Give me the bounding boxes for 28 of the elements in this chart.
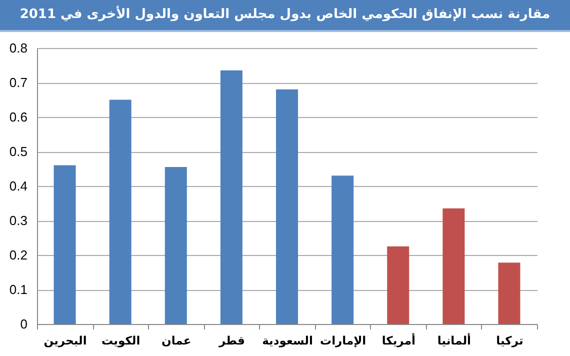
x-tick-label: قطر (218, 334, 245, 348)
x-tick-label: الكويت (102, 334, 140, 348)
y-tick-label: 0 (20, 316, 28, 332)
x-tick-label: ألمانيا (437, 332, 471, 348)
x-tick-label: تركيا (496, 334, 524, 348)
bar (54, 165, 76, 324)
bar (109, 100, 132, 324)
x-tick-label: البحرين (44, 334, 87, 348)
y-tick-label: 0.8 (9, 40, 28, 56)
x-tick-label: عمان (162, 334, 192, 348)
x-tick-label: أمريكا (382, 332, 416, 348)
bar (276, 89, 298, 324)
y-tick-label: 0.1 (9, 282, 28, 297)
y-tick-label: 0.6 (9, 110, 28, 124)
bar (164, 167, 187, 324)
bar (332, 176, 354, 324)
y-tick-label: 0.5 (9, 144, 28, 159)
bar (387, 246, 410, 324)
bar (442, 208, 465, 324)
y-tick-label: 0.3 (9, 213, 28, 228)
chart-title: مقارنة نسب الإنفاق الحكومي الخاص بدول مجلس التعاون والدول الأخرى في 2011 (0, 0, 570, 32)
x-tick-label: السعودية (262, 334, 313, 348)
bar (220, 70, 242, 324)
y-tick-label: 0.2 (9, 248, 28, 262)
bar (498, 262, 520, 324)
y-tick-label: 0.4 (9, 178, 28, 194)
y-tick-label: 0.7 (9, 75, 28, 90)
x-tick-label: الإمارات (320, 334, 366, 348)
